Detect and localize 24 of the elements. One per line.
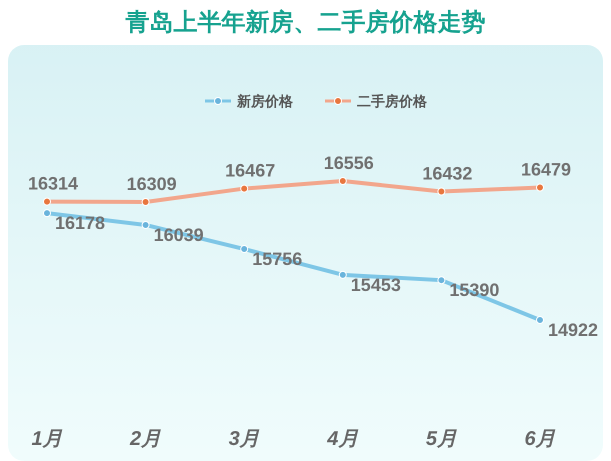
- data-label: 16556: [324, 153, 374, 173]
- chart-title: 青岛上半年新房、二手房价格走势: [124, 9, 486, 36]
- point: [43, 209, 51, 218]
- point: [536, 316, 544, 324]
- point: [240, 245, 248, 254]
- legend-label: 二手房价格: [357, 93, 428, 109]
- legend-label: 新房价格: [236, 93, 294, 109]
- data-label: 15453: [350, 274, 401, 295]
- point: [338, 270, 347, 279]
- x-tick-label: 1月: [31, 428, 63, 450]
- data-label: 14922: [548, 320, 598, 340]
- point: [142, 220, 150, 229]
- x-tick-label: 5月: [426, 428, 457, 450]
- data-label: 16479: [520, 160, 572, 180]
- data-label: 16178: [55, 213, 106, 234]
- data-label: 16467: [225, 160, 276, 181]
- data-label: 16309: [126, 174, 177, 194]
- x-tick-label: 4月: [326, 428, 358, 450]
- point: [437, 276, 446, 284]
- data-label: 16432: [422, 164, 472, 184]
- x-tick-label: 3月: [228, 428, 260, 450]
- x-tick-label: 2月: [129, 428, 162, 450]
- x-tick-label: 6月: [524, 428, 556, 450]
- data-label: 16314: [28, 174, 78, 194]
